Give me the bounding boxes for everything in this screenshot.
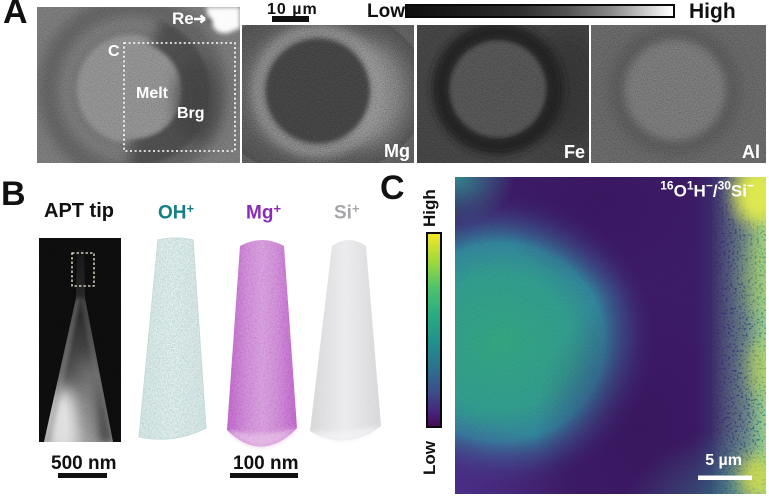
svg-text:16O1H−/30Si−: 16O1H−/30Si− [660, 179, 754, 201]
svg-text:5 µm: 5 µm [705, 452, 742, 469]
